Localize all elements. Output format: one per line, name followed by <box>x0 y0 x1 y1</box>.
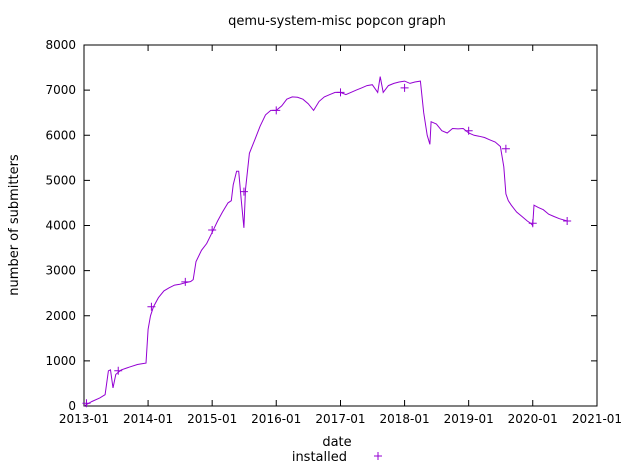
x-tick-label: 2015-01 <box>187 412 237 426</box>
series-marker <box>82 399 91 408</box>
series-marker <box>528 219 537 228</box>
y-axis-label: number of submitters <box>7 154 22 296</box>
legend-plus-icon <box>374 452 382 460</box>
y-tick-label: 0 <box>68 399 76 413</box>
y-tick-label: 2000 <box>45 309 76 323</box>
y-tick-label: 6000 <box>45 128 76 142</box>
series-marker <box>400 83 409 92</box>
series-marker <box>239 187 248 196</box>
series-marker <box>208 226 217 235</box>
x-tick-label: 2021-01 <box>572 412 622 426</box>
legend-label: installed <box>292 450 347 465</box>
series-marker <box>114 366 123 375</box>
y-tick-label: 1000 <box>45 354 76 368</box>
chart-title: qemu-system-misc popcon graph <box>228 14 446 29</box>
x-tick-label: 2017-01 <box>315 412 365 426</box>
y-tick-label: 7000 <box>45 83 76 97</box>
y-tick-label: 4000 <box>45 219 76 233</box>
y-tick-label: 3000 <box>45 264 76 278</box>
series-marker <box>272 106 281 115</box>
series-marker <box>501 144 510 153</box>
legend: installed <box>292 450 382 465</box>
plot-frame <box>83 44 598 407</box>
series-layer <box>82 76 572 408</box>
x-tick-label: 2019-01 <box>444 412 494 426</box>
legend-marker <box>374 452 382 460</box>
series-marker <box>147 302 156 311</box>
y-tick-label: 5000 <box>45 173 76 187</box>
x-axis-label: date <box>322 435 351 450</box>
series-marker <box>563 216 572 225</box>
x-tick-label: 2016-01 <box>251 412 301 426</box>
series-marker <box>464 126 473 135</box>
x-tick-label: 2013-01 <box>59 412 109 426</box>
x-tick-label: 2014-01 <box>123 412 173 426</box>
series-line-installed <box>83 76 568 407</box>
series-marker <box>336 88 345 97</box>
y-axis: 0 1000 2000 3000 4000 5000 6000 7000 8000 <box>45 38 597 413</box>
series-marker <box>181 277 190 286</box>
x-axis: 2013-01 2014-01 2015-01 2016-01 2017-01 2018-… <box>59 45 622 426</box>
x-tick-label: 2020-01 <box>508 412 558 426</box>
x-tick-label: 2018-01 <box>380 412 430 426</box>
y-tick-label: 8000 <box>45 38 76 52</box>
